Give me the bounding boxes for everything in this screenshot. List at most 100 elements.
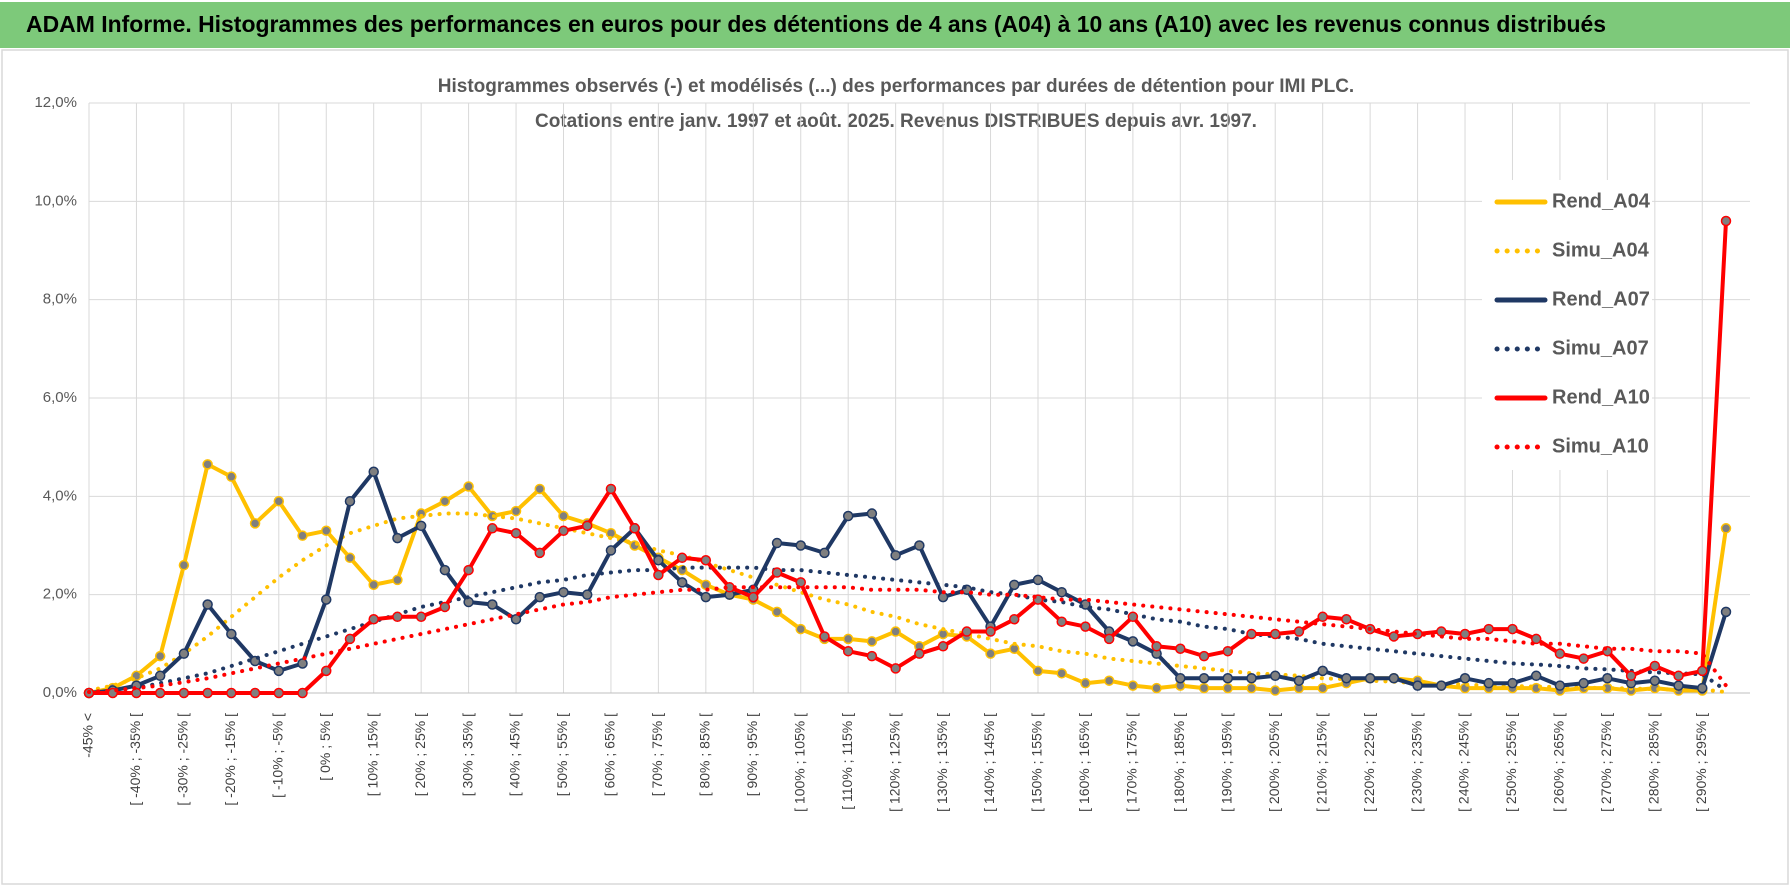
x-tick-label: [ 240% ; 245% [ [1456,713,1472,812]
data-point [463,564,474,576]
x-tick-label: [ 40% ; 45% [ [507,713,523,796]
data-point [202,599,213,610]
x-tick-label: [ 210% ; 215% [ [1313,713,1329,812]
series-line [87,219,1728,695]
data-point [581,520,593,532]
data-point [510,527,522,539]
chart-title: Histogrammes observés (-) et modélisés (… [438,76,1354,97]
data-point [1198,682,1210,694]
data-point [605,545,617,556]
data-point [1697,682,1708,694]
legend-label: Simu_A07 [1552,337,1649,359]
data-point [1697,665,1708,677]
x-tick-label: [ 10% ; 15% [ [364,713,380,796]
data-point [629,523,640,534]
data-point [795,623,806,635]
data-point [1246,682,1257,694]
data-point [249,687,261,699]
legend-label: Rend_A04 [1552,190,1651,212]
data-point [1198,650,1210,662]
legend-backing [1482,180,1652,470]
data-point [1530,633,1542,645]
data-point [1293,675,1305,686]
legend-label: Simu_A10 [1552,435,1649,457]
data-point [1056,616,1067,627]
data-point [985,648,996,659]
data-point [1246,673,1257,684]
series-line [87,565,1728,694]
data-point [1317,611,1328,623]
data-point [748,591,759,603]
data-point [273,687,285,699]
data-point [320,594,332,605]
x-tick-label: [ 20% ; 25% [ [412,713,428,796]
data-point [866,636,878,647]
data-point [961,626,973,637]
data-point [1459,628,1471,640]
x-tick-label: [ 150% ; 155% [ [1029,713,1045,812]
data-point [653,555,664,566]
data-point [368,614,379,625]
data-point [842,510,854,522]
x-tick-label: [ 70% ; 75% [ [649,713,665,796]
data-point [1080,621,1091,632]
y-tick-label: 4,0% [43,487,77,504]
data-point [1554,680,1566,691]
data-point [320,665,332,677]
data-point [392,611,403,623]
data-point [795,577,806,588]
x-tick-label: [ 80% ; 85% [ [697,713,713,796]
data-point [1341,673,1352,684]
data-point [178,687,190,699]
legend-label: Simu_A04 [1552,239,1650,261]
x-tick-label: [ 90% ; 95% [ [744,713,760,796]
data-point [415,611,427,623]
data-point [439,496,451,507]
data-point [1009,579,1020,591]
data-point [653,569,664,581]
data-point [1602,673,1613,684]
y-tick-label: 2,0% [43,586,77,603]
data-point [1317,665,1328,677]
data-point [1388,673,1400,684]
data-point [890,663,901,674]
data-point [771,537,783,549]
x-tick-label: [ 180% ; 185% [ [1171,713,1187,812]
x-tick-label: [ 230% ; 235% [ [1408,713,1424,812]
data-point [534,547,546,559]
data-point [1222,682,1234,694]
data-point [676,552,688,564]
data-point [700,579,712,591]
data-point [297,658,308,669]
data-point [1720,215,1732,227]
data-point [202,459,213,470]
data-point [1269,685,1281,696]
x-tick-label: [ 50% ; 55% [ [554,713,570,796]
y-tick-label: 12,0% [34,94,77,111]
data-point [392,532,403,544]
data-point [1436,680,1447,691]
series-line [87,511,1728,694]
data-point [1507,677,1518,689]
x-tick-label: [ 130% ; 135% [ [934,713,950,812]
data-point [487,523,498,534]
data-point [1127,636,1139,647]
y-tick-label: 6,0% [43,389,77,406]
data-point [1151,641,1162,652]
data-point [842,633,854,645]
data-point [1412,680,1423,691]
data-point [1032,574,1044,586]
data-point [890,550,901,561]
x-tick-label: [ 160% ; 165% [ [1076,713,1092,812]
data-point [1080,677,1091,689]
legend-label: Rend_A07 [1552,288,1650,310]
data-point [1483,623,1495,635]
data-point [154,687,166,699]
data-point [1269,628,1281,640]
x-tick-label: [ 140% ; 145% [ [981,713,997,812]
data-point [700,591,712,603]
data-point [1103,675,1115,686]
data-point [297,687,308,699]
data-point [226,471,237,482]
